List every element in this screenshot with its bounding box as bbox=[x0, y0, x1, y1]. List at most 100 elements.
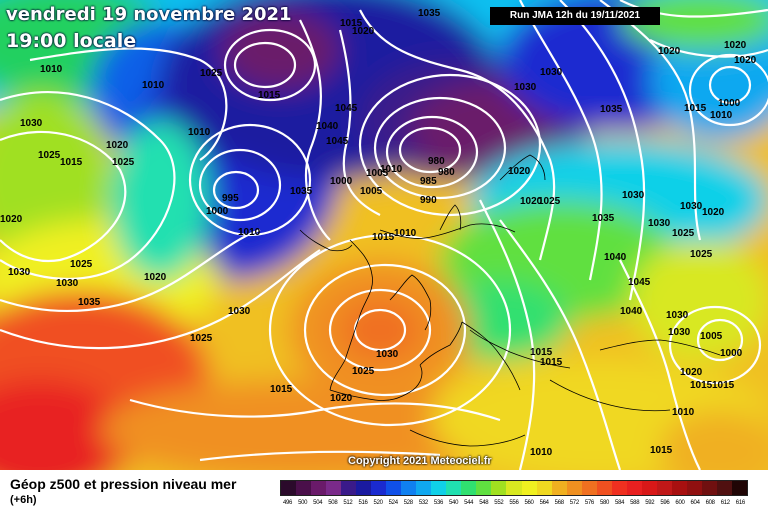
color-scale bbox=[280, 480, 748, 496]
pressure-label: 1005 bbox=[366, 168, 389, 179]
scale-label: 500 bbox=[298, 500, 308, 506]
pressure-label: 1005 bbox=[700, 331, 723, 342]
scale-label: 608 bbox=[705, 500, 715, 506]
pressure-label: 1035 bbox=[290, 186, 313, 197]
scale-swatch bbox=[446, 481, 462, 495]
scale-label: 536 bbox=[433, 500, 444, 506]
scale-swatch bbox=[581, 481, 597, 495]
scale-label: 552 bbox=[494, 500, 504, 506]
scale-label: 496 bbox=[282, 500, 293, 506]
pressure-label: 1020 bbox=[724, 40, 747, 51]
scale-swatch bbox=[536, 481, 552, 495]
pressure-label: 1010 bbox=[40, 64, 63, 75]
scale-label: 564 bbox=[539, 500, 549, 506]
pressure-label: 1030 bbox=[648, 218, 671, 229]
pressure-label: 1020 bbox=[508, 166, 531, 177]
pressure-label: 1035 bbox=[592, 213, 615, 224]
scale-swatch bbox=[326, 481, 342, 495]
scale-label: 576 bbox=[584, 500, 594, 506]
scale-label: 568 bbox=[554, 500, 564, 506]
pressure-label: 1010 bbox=[710, 110, 733, 121]
scale-swatch bbox=[386, 481, 402, 495]
scale-swatch bbox=[356, 481, 372, 495]
copyright-notice: Copyright 2021 Meteociel.fr bbox=[348, 455, 492, 467]
scale-label: 596 bbox=[660, 500, 670, 506]
pressure-label: 990 bbox=[420, 195, 437, 206]
scale-swatch bbox=[416, 481, 432, 495]
pressure-label: 1015 bbox=[270, 384, 293, 395]
date-title: vendredi 19 novembre 2021 bbox=[6, 4, 292, 25]
weather-map: 1015 1020 1035 1010 1025 1010 1015 1030 1010 1025… bbox=[0, 0, 768, 470]
pressure-label: 1005 bbox=[360, 186, 383, 197]
scale-label: 556 bbox=[509, 500, 519, 506]
pressure-label: 1030 bbox=[668, 327, 691, 338]
pressure-label: 1030 bbox=[8, 267, 31, 278]
pressure-label: 1045 bbox=[335, 103, 358, 114]
pressure-label: 1025 bbox=[538, 196, 561, 207]
pressure-label: 1030 bbox=[376, 349, 399, 360]
pressure-label: 1000 bbox=[206, 206, 229, 217]
legend-title: Géop z500 et pression niveau mer bbox=[10, 476, 237, 492]
scale-swatch bbox=[296, 481, 312, 495]
scale-label: 532 bbox=[418, 500, 428, 506]
pressure-label: 1030 bbox=[622, 190, 645, 201]
scale-label: 560 bbox=[524, 500, 534, 506]
pressure-label: 1015 bbox=[372, 232, 395, 243]
pressure-label: 1010 bbox=[238, 227, 261, 238]
scale-label: 520 bbox=[373, 500, 383, 506]
pressure-label: 1020 bbox=[658, 46, 681, 57]
time-title: 19:00 locale bbox=[6, 30, 137, 52]
pressure-label: 1010 bbox=[142, 80, 165, 91]
scale-swatch bbox=[521, 481, 537, 495]
scale-label: 572 bbox=[569, 500, 579, 506]
pressure-label: 1020 bbox=[144, 272, 167, 283]
scale-label: 588 bbox=[630, 500, 640, 506]
coastlines bbox=[299, 154, 721, 447]
pressure-label: 1000 bbox=[718, 98, 741, 109]
legend-bar: Géop z500 et pression niveau mer (+6h) 4… bbox=[0, 470, 768, 512]
pressure-label: 1015 bbox=[684, 103, 707, 114]
scale-swatch bbox=[491, 481, 507, 495]
scale-swatch bbox=[611, 481, 627, 495]
pressure-label: 1030 bbox=[666, 310, 689, 321]
pressure-label: 1000 bbox=[720, 348, 743, 359]
scale-label: 600 bbox=[675, 500, 685, 506]
scale-swatch bbox=[431, 481, 447, 495]
pressure-label: 980 bbox=[428, 156, 445, 167]
pressure-label: 1025 bbox=[112, 157, 135, 168]
pressure-label: 1020 bbox=[106, 140, 129, 151]
scale-label: 540 bbox=[449, 500, 459, 506]
pressure-label: 1030 bbox=[680, 201, 703, 212]
pressure-label: 1015 bbox=[650, 445, 673, 456]
pressure-label: 1015 bbox=[340, 18, 363, 29]
scale-label: 528 bbox=[403, 500, 413, 506]
scale-label: 580 bbox=[599, 500, 610, 506]
pressure-label: 1015 bbox=[530, 347, 553, 358]
pressure-label: 1035 bbox=[418, 8, 441, 19]
scale-label: 616 bbox=[735, 500, 745, 506]
pressure-label: 1025 bbox=[190, 333, 213, 344]
scale-swatch bbox=[341, 481, 357, 495]
scale-label: 604 bbox=[690, 500, 700, 506]
scale-label: 512 bbox=[343, 500, 353, 506]
pressure-label: 1015 bbox=[690, 380, 713, 391]
scale-label: 504 bbox=[313, 500, 323, 506]
pressure-label: 1020 bbox=[330, 393, 353, 404]
isobars bbox=[0, 0, 768, 470]
pressure-label: 1020 bbox=[520, 196, 543, 207]
pressure-label: 1025 bbox=[200, 68, 223, 79]
pressure-label: 1020 bbox=[0, 214, 23, 225]
scale-swatch bbox=[506, 481, 522, 495]
pressure-label: 1015 bbox=[712, 380, 735, 391]
scale-label: 592 bbox=[645, 500, 655, 506]
scale-swatch bbox=[641, 481, 657, 495]
pressure-label: 1020 bbox=[734, 55, 757, 66]
scale-label: 508 bbox=[328, 500, 338, 506]
pressure-label: 1030 bbox=[228, 306, 251, 317]
scale-swatch bbox=[551, 481, 567, 495]
pressure-label: 1045 bbox=[628, 277, 651, 288]
scale-label: 516 bbox=[358, 500, 368, 506]
pressure-label: 1015 bbox=[60, 157, 83, 168]
